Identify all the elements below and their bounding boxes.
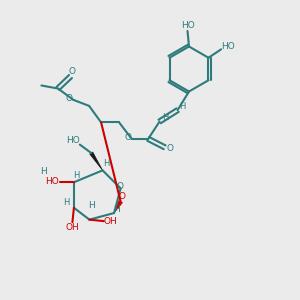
Text: O: O <box>68 67 76 76</box>
Text: HO: HO <box>66 136 80 146</box>
Text: HO: HO <box>221 42 235 51</box>
Text: H: H <box>40 167 47 176</box>
Polygon shape <box>114 201 122 213</box>
Text: HO: HO <box>181 21 194 30</box>
Text: O: O <box>124 133 131 142</box>
Text: H: H <box>73 171 80 180</box>
Text: H: H <box>88 201 95 210</box>
Text: OH: OH <box>103 217 117 226</box>
Text: O: O <box>167 144 174 153</box>
Polygon shape <box>90 152 103 170</box>
Text: H: H <box>162 113 168 122</box>
Text: O: O <box>116 182 124 190</box>
Text: O: O <box>118 192 126 201</box>
Text: H: H <box>179 102 185 111</box>
Text: O: O <box>65 94 72 103</box>
Text: OH: OH <box>65 223 79 232</box>
Text: H: H <box>63 198 69 207</box>
Text: H: H <box>113 205 120 214</box>
Text: H: H <box>103 159 110 168</box>
Text: HO: HO <box>45 177 59 186</box>
